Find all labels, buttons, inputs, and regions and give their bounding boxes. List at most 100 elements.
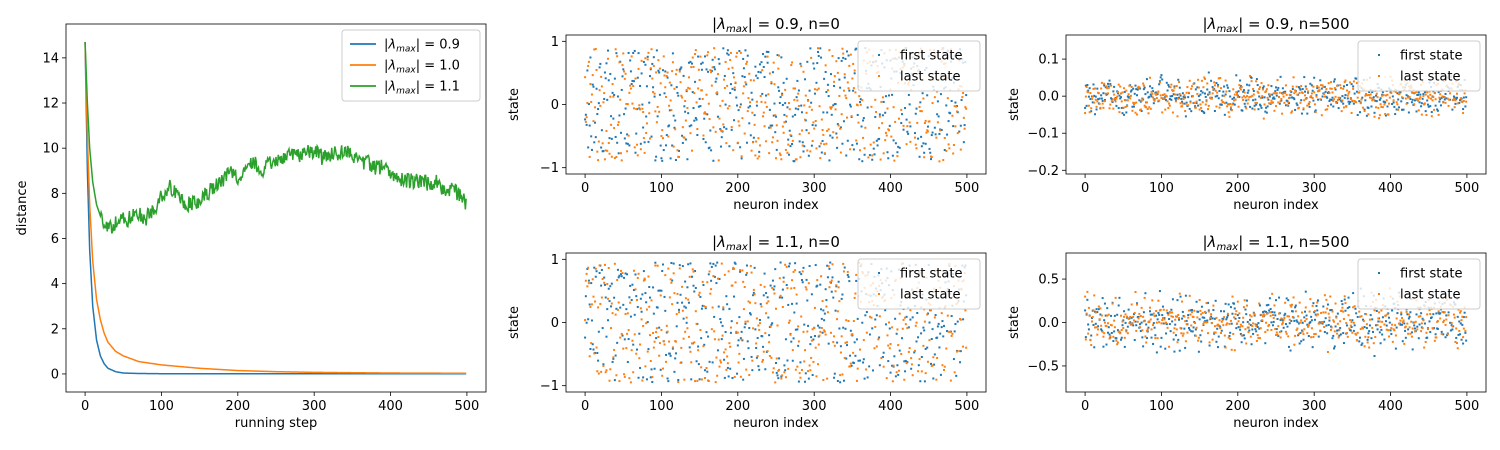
point <box>1325 324 1328 327</box>
point <box>616 141 619 144</box>
point <box>608 379 611 382</box>
point <box>1308 105 1311 108</box>
point <box>778 89 781 92</box>
point <box>636 143 639 146</box>
point <box>1326 332 1329 335</box>
point <box>1302 338 1305 341</box>
point <box>1217 324 1220 327</box>
point <box>936 325 939 328</box>
point <box>849 103 852 106</box>
point <box>758 155 761 158</box>
point <box>881 96 884 99</box>
point <box>1289 304 1292 307</box>
point <box>959 318 962 321</box>
point <box>1465 316 1468 319</box>
point <box>1284 90 1287 93</box>
point <box>931 102 934 105</box>
point <box>911 374 914 377</box>
point <box>1340 300 1343 303</box>
point <box>1242 306 1245 309</box>
point <box>1287 101 1290 104</box>
point <box>1258 304 1261 307</box>
point <box>1157 311 1160 314</box>
point <box>1314 332 1317 335</box>
point <box>793 160 796 163</box>
series-line-3 <box>84 42 467 234</box>
point <box>699 329 702 332</box>
point <box>675 325 678 328</box>
point <box>1297 86 1300 89</box>
point <box>1118 111 1121 114</box>
point <box>843 76 846 79</box>
point <box>724 103 727 106</box>
point <box>1426 95 1429 98</box>
point <box>1318 322 1321 325</box>
point <box>600 75 603 78</box>
point <box>1436 327 1439 330</box>
point <box>1457 333 1460 336</box>
point <box>1295 102 1298 105</box>
point <box>1084 309 1087 312</box>
point <box>596 370 599 373</box>
point <box>1142 84 1145 87</box>
point <box>1163 93 1166 96</box>
point <box>621 334 624 337</box>
point <box>639 366 642 369</box>
point <box>1299 332 1302 335</box>
point <box>1269 102 1272 105</box>
point <box>878 113 881 116</box>
point <box>766 350 769 353</box>
point <box>776 324 779 327</box>
point <box>910 363 913 366</box>
point <box>1114 296 1117 299</box>
point <box>1463 311 1466 314</box>
point <box>1378 98 1381 101</box>
point <box>724 331 727 333</box>
point <box>780 375 783 378</box>
point <box>1254 98 1257 101</box>
point <box>920 370 923 373</box>
point <box>1326 303 1329 306</box>
point <box>1455 96 1458 99</box>
point <box>834 103 837 106</box>
point <box>868 365 871 368</box>
point <box>1201 91 1204 94</box>
point <box>1130 303 1133 306</box>
point <box>1251 328 1254 331</box>
point <box>1328 100 1331 102</box>
point <box>1372 98 1375 101</box>
point <box>753 266 756 269</box>
point <box>1149 107 1152 110</box>
point <box>587 282 590 285</box>
point <box>769 284 772 287</box>
point <box>635 352 638 355</box>
point <box>803 323 806 326</box>
point <box>1419 315 1422 318</box>
point <box>1293 343 1296 346</box>
point <box>717 159 720 162</box>
point <box>671 52 674 55</box>
point <box>1145 101 1148 104</box>
point <box>1381 316 1384 319</box>
point <box>605 129 608 132</box>
point <box>1439 104 1442 107</box>
point <box>762 345 765 348</box>
point <box>1185 91 1188 94</box>
point <box>658 342 661 345</box>
point <box>1461 315 1464 318</box>
point <box>731 87 734 90</box>
point <box>587 60 590 63</box>
point <box>1166 89 1169 92</box>
point <box>675 86 678 89</box>
point <box>1345 322 1348 325</box>
point <box>723 273 726 276</box>
point <box>1420 312 1423 315</box>
point <box>662 340 665 343</box>
point <box>1434 104 1437 107</box>
point <box>1265 111 1268 114</box>
point <box>1234 98 1237 101</box>
point <box>865 368 868 371</box>
point <box>907 93 910 96</box>
point <box>894 375 897 378</box>
point <box>1293 92 1296 95</box>
